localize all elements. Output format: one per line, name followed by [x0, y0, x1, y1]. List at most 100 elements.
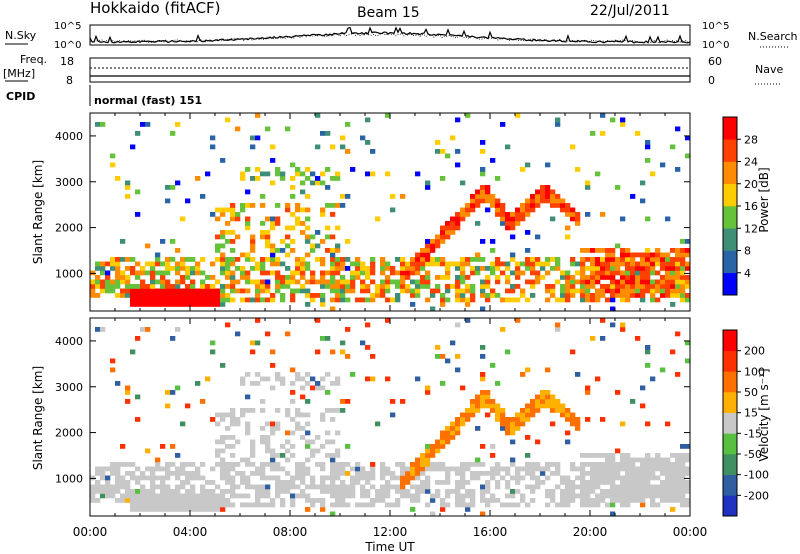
- echo-cell: [515, 426, 521, 431]
- echo-cell: [470, 203, 476, 208]
- echo-cell: [240, 203, 246, 208]
- echo-cell: [140, 288, 146, 294]
- echo-cell: [610, 475, 616, 481]
- echo-cell: [675, 126, 681, 132]
- echo-cell: [595, 248, 601, 253]
- echo-cell: [240, 297, 246, 303]
- echo-cell: [155, 475, 161, 481]
- echo-cell: [480, 171, 486, 177]
- echo-cell: [165, 284, 171, 289]
- echo-cell: [525, 412, 531, 418]
- echo-cell: [185, 462, 191, 467]
- echo-cell: [505, 297, 511, 303]
- echo-cell: [125, 498, 131, 503]
- echo-cell: [325, 279, 331, 285]
- echo-cell: [305, 252, 311, 258]
- echo-cell: [305, 207, 311, 213]
- echo-cell: [600, 453, 606, 458]
- echo-cell: [295, 412, 301, 418]
- echo-cell: [485, 275, 491, 280]
- echo-cell: [255, 167, 261, 172]
- echo-cell: [430, 448, 436, 454]
- echo-cell: [135, 189, 141, 195]
- echo-cell: [425, 480, 431, 485]
- echo-cell: [565, 212, 571, 217]
- echo-cell: [390, 297, 396, 303]
- echo-cell: [605, 270, 611, 276]
- echo-cell: [545, 367, 551, 373]
- echo-cell: [265, 171, 271, 177]
- echo-cell: [655, 484, 661, 490]
- echo-cell: [615, 266, 621, 271]
- echo-cell: [385, 261, 391, 267]
- echo-cell: [275, 171, 281, 177]
- echo-cell: [265, 376, 271, 382]
- echo-cell: [230, 284, 236, 289]
- echo-cell: [680, 475, 686, 481]
- echo-cell: [645, 421, 651, 427]
- echo-cell: [515, 270, 521, 276]
- echo-cell: [415, 284, 421, 289]
- echo-cell: [480, 140, 486, 145]
- echo-cell: [205, 293, 211, 298]
- echo-cell: [345, 484, 351, 490]
- echo-cell: [620, 489, 626, 494]
- echo-cell: [125, 266, 131, 271]
- echo-cell: [260, 466, 266, 472]
- echo-cell: [540, 399, 546, 404]
- echo-cell: [195, 498, 201, 503]
- echo-cell: [625, 288, 631, 294]
- echo-cell: [465, 284, 471, 289]
- echo-cell: [290, 225, 296, 231]
- echo-cell: [570, 349, 576, 355]
- echo-cell: [335, 448, 341, 454]
- echo-cell: [635, 284, 641, 289]
- echo-cell: [685, 471, 691, 476]
- echo-cell: [640, 266, 646, 271]
- echo-cell: [280, 480, 286, 485]
- echo-cell: [390, 270, 396, 276]
- echo-cell: [230, 493, 236, 499]
- echo-cell: [600, 336, 606, 341]
- echo-cell: [615, 448, 621, 454]
- echo-cell: [555, 399, 561, 404]
- echo-cell: [670, 302, 676, 307]
- echo-cell: [685, 466, 691, 472]
- echo-cell: [290, 270, 296, 276]
- echo-cell: [320, 376, 326, 382]
- echo-cell: [480, 498, 486, 503]
- echo-cell: [305, 302, 311, 307]
- echo-cell: [255, 466, 261, 472]
- echo-cell: [550, 498, 556, 503]
- echo-cell: [100, 266, 106, 271]
- echo-cell: [305, 507, 311, 512]
- echo-cell: [380, 493, 386, 499]
- echo-cell: [640, 284, 646, 289]
- colorbar-tick-label: -50: [744, 448, 762, 461]
- echo-cell: [280, 381, 286, 386]
- echo-cell: [675, 475, 681, 481]
- echo-cell: [295, 493, 301, 499]
- echo-cell: [245, 457, 251, 463]
- echo-cell: [110, 358, 116, 364]
- y-tick-label: 3000: [55, 381, 83, 394]
- echo-cell: [640, 480, 646, 485]
- echo-cell: [225, 117, 231, 123]
- echo-cell: [300, 412, 306, 418]
- echo-cell: [550, 189, 556, 195]
- echo-cell: [670, 266, 676, 271]
- echo-cell: [615, 493, 621, 499]
- power-colorbar-label: Power [dB]: [757, 167, 771, 232]
- echo-cell: [415, 493, 421, 499]
- echo-cell: [220, 158, 226, 163]
- echo-cell: [210, 212, 216, 217]
- echo-cell: [375, 489, 381, 494]
- echo-cell: [230, 475, 236, 481]
- echo-cell: [195, 261, 201, 267]
- echo-cell: [440, 234, 446, 240]
- echo-cell: [645, 284, 651, 289]
- echo-cell: [430, 293, 436, 298]
- echo-cell: [120, 279, 126, 285]
- echo-cell: [140, 498, 146, 503]
- echo-cell: [160, 444, 166, 449]
